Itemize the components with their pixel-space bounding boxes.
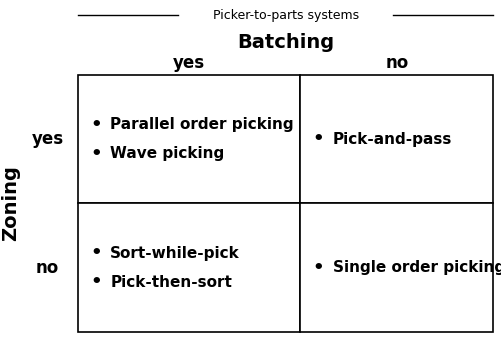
Text: no: no: [36, 259, 59, 277]
Text: •: •: [90, 273, 102, 291]
Text: Sort-while-pick: Sort-while-pick: [110, 246, 240, 261]
Text: •: •: [313, 130, 324, 148]
Bar: [78, 75, 300, 203]
Text: •: •: [313, 259, 324, 277]
Text: Batching: Batching: [237, 33, 334, 52]
Text: •: •: [90, 116, 102, 134]
Text: Pick-and-pass: Pick-and-pass: [333, 132, 452, 147]
Text: yes: yes: [32, 130, 64, 148]
Bar: [78, 203, 300, 332]
Text: Picker-to-parts systems: Picker-to-parts systems: [212, 9, 359, 22]
Text: yes: yes: [173, 54, 205, 72]
Text: Parallel order picking: Parallel order picking: [110, 117, 294, 132]
Text: •: •: [90, 244, 102, 262]
Text: •: •: [90, 145, 102, 163]
Text: no: no: [385, 54, 408, 72]
Text: Wave picking: Wave picking: [110, 146, 224, 161]
Text: Pick-then-sort: Pick-then-sort: [110, 275, 232, 290]
Text: Zoning: Zoning: [2, 166, 21, 241]
Bar: [300, 203, 493, 332]
Text: Single order picking: Single order picking: [333, 260, 501, 275]
Bar: [300, 75, 493, 203]
